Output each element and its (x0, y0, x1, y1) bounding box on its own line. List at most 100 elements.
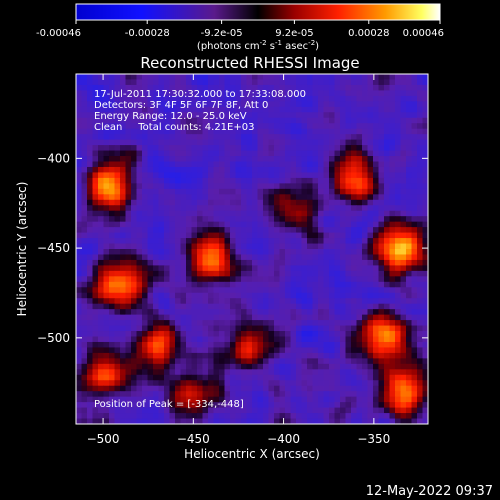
heatmap-cell (81, 341, 88, 348)
heatmap-cell (147, 265, 154, 272)
heatmap-cell (81, 259, 88, 266)
heatmap-cell (411, 183, 418, 190)
heatmap-cell (120, 287, 126, 294)
heatmap-cell (142, 396, 148, 403)
heatmap-cell (351, 166, 357, 173)
heatmap-cell (235, 79, 242, 86)
heatmap-cell (241, 325, 247, 332)
heatmap-cell (389, 117, 396, 124)
heatmap-cell (87, 281, 93, 288)
heatmap-cell (395, 134, 401, 141)
heatmap-cell (263, 298, 269, 305)
heatmap-cell (219, 205, 225, 212)
heatmap-cell (76, 210, 82, 217)
heatmap-cell (224, 177, 231, 184)
heatmap-cell (142, 123, 148, 130)
heatmap-cell (351, 150, 357, 157)
heatmap-cell (367, 363, 374, 370)
heatmap-cell (417, 183, 423, 190)
heatmap-cell (246, 84, 253, 91)
heatmap-cell (169, 95, 176, 102)
heatmap-cell (279, 259, 286, 266)
heatmap-cell (301, 287, 308, 294)
heatmap-cell (246, 407, 253, 414)
heatmap-cell (351, 292, 357, 299)
heatmap-cell (114, 145, 121, 151)
heatmap-cell (186, 281, 192, 288)
heatmap-cell (125, 74, 132, 80)
heatmap-cell (186, 238, 192, 244)
heatmap-cell (180, 380, 187, 387)
heatmap-cell (301, 188, 308, 195)
heatmap-cell (263, 90, 269, 97)
heatmap-cell (279, 210, 286, 217)
heatmap-cell (131, 270, 137, 277)
heatmap-cell (296, 161, 302, 168)
heatmap-cell (296, 95, 302, 102)
heatmap-cell (422, 101, 429, 108)
heatmap-cell (158, 402, 165, 408)
heatmap-cell (103, 276, 110, 283)
heatmap-cell (175, 84, 181, 91)
heatmap-cell (81, 320, 88, 326)
heatmap-cell (191, 254, 198, 261)
heatmap-cell (345, 363, 352, 370)
heatmap-cell (263, 232, 269, 239)
heatmap-cell (76, 413, 82, 419)
heatmap-cell (279, 172, 286, 179)
heatmap-cell (164, 216, 170, 223)
heatmap-cell (241, 106, 247, 113)
heatmap-cell (169, 402, 176, 408)
heatmap-cell (373, 325, 379, 332)
heatmap-cell (312, 358, 319, 365)
heatmap-cell (219, 221, 225, 228)
heatmap-cell (186, 123, 192, 130)
heatmap-cell (334, 139, 341, 146)
heatmap-cell (92, 188, 99, 195)
heatmap-cell (164, 221, 170, 228)
heatmap-cell (81, 134, 88, 141)
heatmap-cell (164, 303, 170, 310)
heatmap-cell (230, 227, 236, 233)
heatmap-cell (153, 145, 159, 151)
heatmap-cell (290, 347, 297, 354)
heatmap-cell (345, 156, 352, 162)
heatmap-cell (345, 177, 352, 184)
heatmap-cell (389, 396, 396, 403)
heatmap-cell (340, 254, 346, 261)
heatmap-cell (87, 188, 93, 195)
heatmap-cell (290, 259, 297, 266)
heatmap-cell (285, 391, 291, 398)
heatmap-cell (169, 363, 176, 370)
heatmap-cell (241, 374, 247, 381)
heatmap-cell (406, 369, 412, 376)
heatmap-cell (334, 84, 341, 91)
heatmap-cell (125, 265, 132, 272)
heatmap-cell (362, 358, 368, 365)
heatmap-cell (213, 287, 220, 294)
heatmap-cell (191, 391, 198, 398)
heatmap-cell (235, 106, 242, 113)
heatmap-cell (246, 320, 253, 326)
heatmap-cell (197, 134, 203, 141)
heatmap-cell (252, 391, 258, 398)
heatmap-cell (169, 369, 176, 376)
heatmap-cell (417, 402, 423, 408)
heatmap-cell (422, 172, 429, 179)
heatmap-cell (400, 281, 407, 288)
heatmap-cell (395, 380, 401, 387)
heatmap-cell (87, 117, 93, 124)
heatmap-cell (274, 101, 280, 108)
heatmap-cell (378, 216, 385, 223)
heatmap-cell (224, 413, 231, 419)
heatmap-cell (98, 358, 104, 365)
heatmap-cell (213, 281, 220, 288)
heatmap-cell (296, 134, 302, 141)
heatmap-cell (98, 336, 104, 343)
heatmap-cell (147, 320, 154, 326)
heatmap-cell (268, 238, 275, 244)
heatmap-cell (230, 101, 236, 108)
heatmap-cell (422, 134, 429, 141)
heatmap-cell (164, 166, 170, 173)
heatmap-cell (329, 139, 335, 146)
